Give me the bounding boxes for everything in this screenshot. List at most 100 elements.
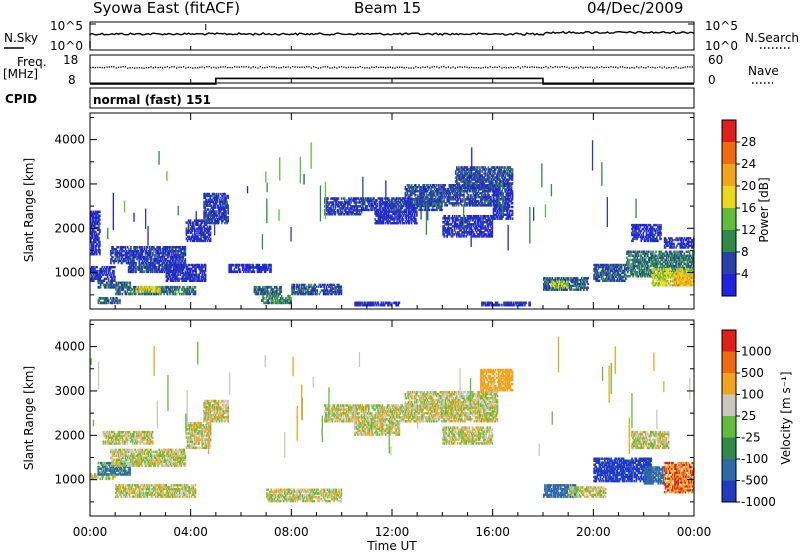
nave-point	[412, 67, 415, 69]
heatmap-cell	[197, 221, 199, 224]
nave-point	[317, 67, 319, 69]
heatmap-cell	[327, 211, 329, 214]
heatmap-cell	[472, 233, 475, 236]
heatmap-cell	[174, 253, 176, 257]
heatmap-cell	[113, 261, 115, 265]
nave-point	[622, 66, 624, 68]
heatmap-cell	[227, 210, 229, 213]
heatmap-cell	[92, 212, 94, 216]
heatmap-cell	[379, 220, 382, 223]
heatmap-cell	[288, 299, 290, 302]
nave-point	[519, 67, 522, 69]
heatmap-cell	[276, 299, 279, 302]
heatmap-cell	[143, 263, 146, 267]
heatmap-cell	[477, 200, 480, 203]
heatmap-cell	[503, 184, 505, 187]
heatmap-cell	[452, 217, 455, 220]
heatmap-cell	[320, 285, 323, 288]
heatmap-cell	[148, 290, 151, 293]
heatmap-cell	[211, 194, 214, 198]
heatmap-cell	[464, 166, 467, 169]
heatmap-cell	[307, 289, 309, 292]
heatmap-cell	[261, 292, 263, 296]
heatmap-cell	[266, 268, 268, 271]
heatmap-cell	[103, 299, 106, 302]
nave-point	[322, 66, 324, 68]
heatmap-cell	[181, 253, 183, 257]
heatmap-cell	[487, 194, 489, 197]
heatmap-cell	[428, 198, 431, 201]
heatmap-cell	[450, 198, 453, 201]
heatmap-cell	[497, 174, 499, 177]
heatmap-cell	[219, 214, 221, 217]
heatmap-cell	[108, 269, 111, 273]
heatmap-cell	[153, 288, 155, 291]
heatmap-cell	[475, 194, 478, 197]
heatmap-cell	[408, 220, 411, 223]
heatmap-cell	[105, 267, 108, 271]
heatmap-cell	[471, 223, 474, 226]
heatmap-cell	[454, 184, 457, 187]
heatmap-cell	[484, 221, 486, 224]
nave-point	[640, 66, 642, 68]
freq-series	[90, 66, 694, 85]
nave-point	[392, 67, 394, 69]
heatmap-cell	[92, 236, 94, 240]
heatmap-cell	[178, 253, 180, 257]
heatmap-cell	[286, 297, 288, 300]
heatmap-cell	[159, 257, 161, 261]
heatmap-cell	[472, 172, 475, 175]
heatmap-cell	[460, 172, 462, 175]
heatmap-cell	[248, 263, 250, 267]
heatmap-cell	[378, 214, 381, 217]
heatmap-cell	[129, 292, 132, 296]
heatmap-cell	[379, 216, 382, 219]
heatmap-cell	[485, 168, 488, 171]
heatmap-cell	[298, 285, 301, 288]
heatmap-cell	[463, 229, 465, 232]
heatmap-cell	[274, 297, 277, 300]
heatmap-cell	[181, 288, 183, 291]
heatmap-cell	[92, 277, 94, 280]
heatmap-cell	[171, 261, 173, 265]
heatmap-cell	[182, 253, 185, 257]
heatmap-cell	[91, 266, 93, 269]
heatmap-cell	[339, 213, 342, 216]
heatmap-cell	[393, 218, 395, 221]
heatmap-cell	[399, 220, 401, 223]
nave-point	[405, 66, 408, 69]
heatmap-cell	[93, 228, 95, 232]
heatmap-cell	[101, 273, 104, 277]
heatmap-cell	[116, 246, 118, 249]
heatmap-cell	[505, 168, 508, 171]
heatmap-cell	[180, 277, 182, 281]
heatmap-cell	[479, 200, 482, 203]
heatmap-cell	[288, 294, 290, 298]
heatmap-cell	[264, 268, 267, 271]
heatmap-cell	[168, 292, 171, 296]
heatmap-cell	[198, 239, 200, 243]
heatmap-cell	[430, 192, 433, 195]
heatmap-cell	[490, 200, 492, 203]
heatmap-cell	[483, 231, 485, 234]
heatmap-cell	[508, 184, 511, 187]
heatmap-cell	[181, 257, 183, 261]
heatmap-cell	[483, 235, 485, 238]
heatmap-cell	[289, 301, 291, 305]
heatmap-cell	[380, 216, 383, 219]
heatmap-cell	[499, 182, 501, 185]
heatmap-cell	[397, 214, 399, 217]
heatmap-cell	[297, 291, 300, 294]
heatmap-cell	[103, 271, 106, 275]
heatmap-cell	[193, 235, 195, 239]
heatmap-cell	[405, 210, 408, 213]
heatmap-cell	[129, 283, 131, 287]
heatmap-cell	[421, 186, 423, 189]
heatmap-cell	[168, 251, 171, 255]
heatmap-cell	[471, 229, 474, 232]
heatmap-cell	[285, 297, 287, 300]
heatmap-cell	[144, 253, 147, 257]
heatmap-cell	[507, 166, 510, 169]
heatmap-cell	[311, 287, 313, 290]
heatmap-cell	[139, 292, 141, 296]
